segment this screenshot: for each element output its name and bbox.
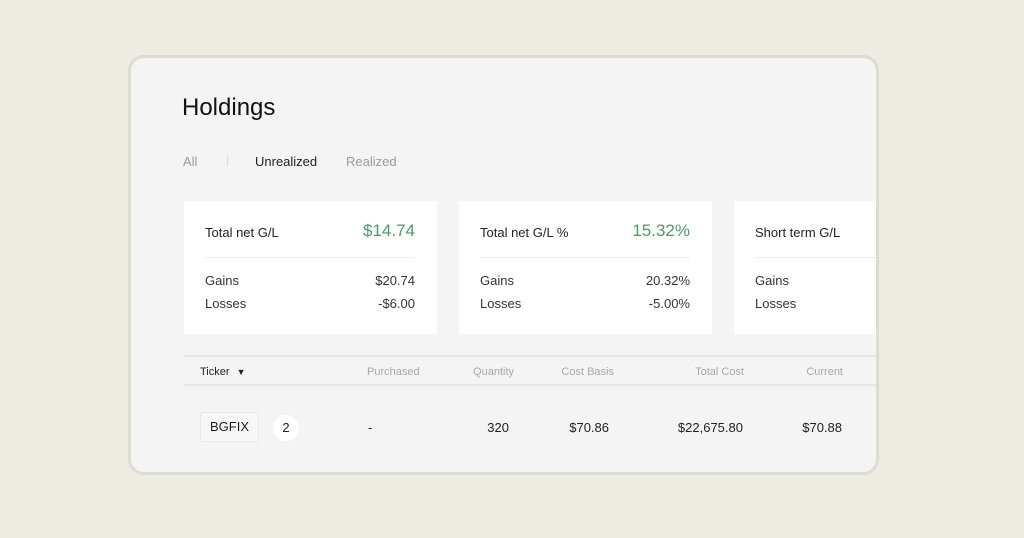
total-net-gl-percent-card: Total net G/L % 15.32% Gains 20.32% Loss… — [459, 201, 712, 334]
column-ticker[interactable]: Ticker ▼ — [200, 366, 246, 378]
lot-count-badge[interactable]: 2 — [273, 415, 299, 441]
divider — [480, 257, 690, 258]
card-value: $14.74 — [363, 221, 415, 240]
column-quantity[interactable]: Quantity — [473, 366, 514, 378]
card-title: Total net G/L — [205, 225, 279, 240]
quantity-cell: 320 — [487, 420, 509, 435]
total-cost-cell: $22,675.80 — [677, 420, 743, 435]
losses-value: -5.00% — [648, 296, 690, 311]
card-title: Total net G/L % — [480, 225, 569, 240]
purchased-cell: - — [368, 420, 373, 435]
gains-value: $20.74 — [375, 273, 415, 288]
divider — [205, 257, 415, 258]
sort-down-icon[interactable]: ▼ — [236, 367, 246, 377]
short-term-gl-card: Short term G/L Gains Losses — [734, 201, 876, 334]
column-purchased[interactable]: Purchased — [367, 366, 420, 378]
losses-label: Losses — [480, 296, 522, 311]
card-value: 15.32% — [632, 221, 690, 240]
column-ticker-label: Ticker — [200, 366, 230, 378]
losses-value: -$6.00 — [378, 296, 415, 311]
losses-label: Losses — [755, 296, 797, 311]
losses-label: Losses — [205, 296, 247, 311]
page-title: Holdings — [182, 94, 276, 121]
gains-label: Gains — [755, 273, 789, 288]
tab-divider — [227, 156, 228, 166]
tab-realized[interactable]: Realized — [346, 154, 397, 169]
cost-basis-cell: $70.86 — [569, 420, 609, 435]
gains-value: 20.32% — [645, 273, 690, 288]
gains-label: Gains — [480, 273, 514, 288]
ticker-chip[interactable]: BGFIX — [200, 412, 259, 442]
column-cost-basis[interactable]: Cost Basis — [561, 366, 614, 378]
current-cell: $70.88 — [802, 420, 842, 435]
card-title: Short term G/L — [755, 225, 841, 240]
tab-all[interactable]: All — [183, 154, 198, 169]
tab-unrealized[interactable]: Unrealized — [255, 154, 318, 169]
holdings-panel: Holdings All Unrealized Realized Total n… — [128, 55, 879, 475]
column-total-cost[interactable]: Total Cost — [695, 366, 744, 378]
divider — [755, 257, 876, 258]
table-header: Ticker ▼ Purchased Quantity Cost Basis T… — [184, 355, 876, 386]
gains-label: Gains — [205, 273, 239, 288]
total-net-gl-card: Total net G/L $14.74 Gains $20.74 Losses… — [184, 201, 437, 334]
column-current[interactable]: Current — [806, 366, 843, 378]
